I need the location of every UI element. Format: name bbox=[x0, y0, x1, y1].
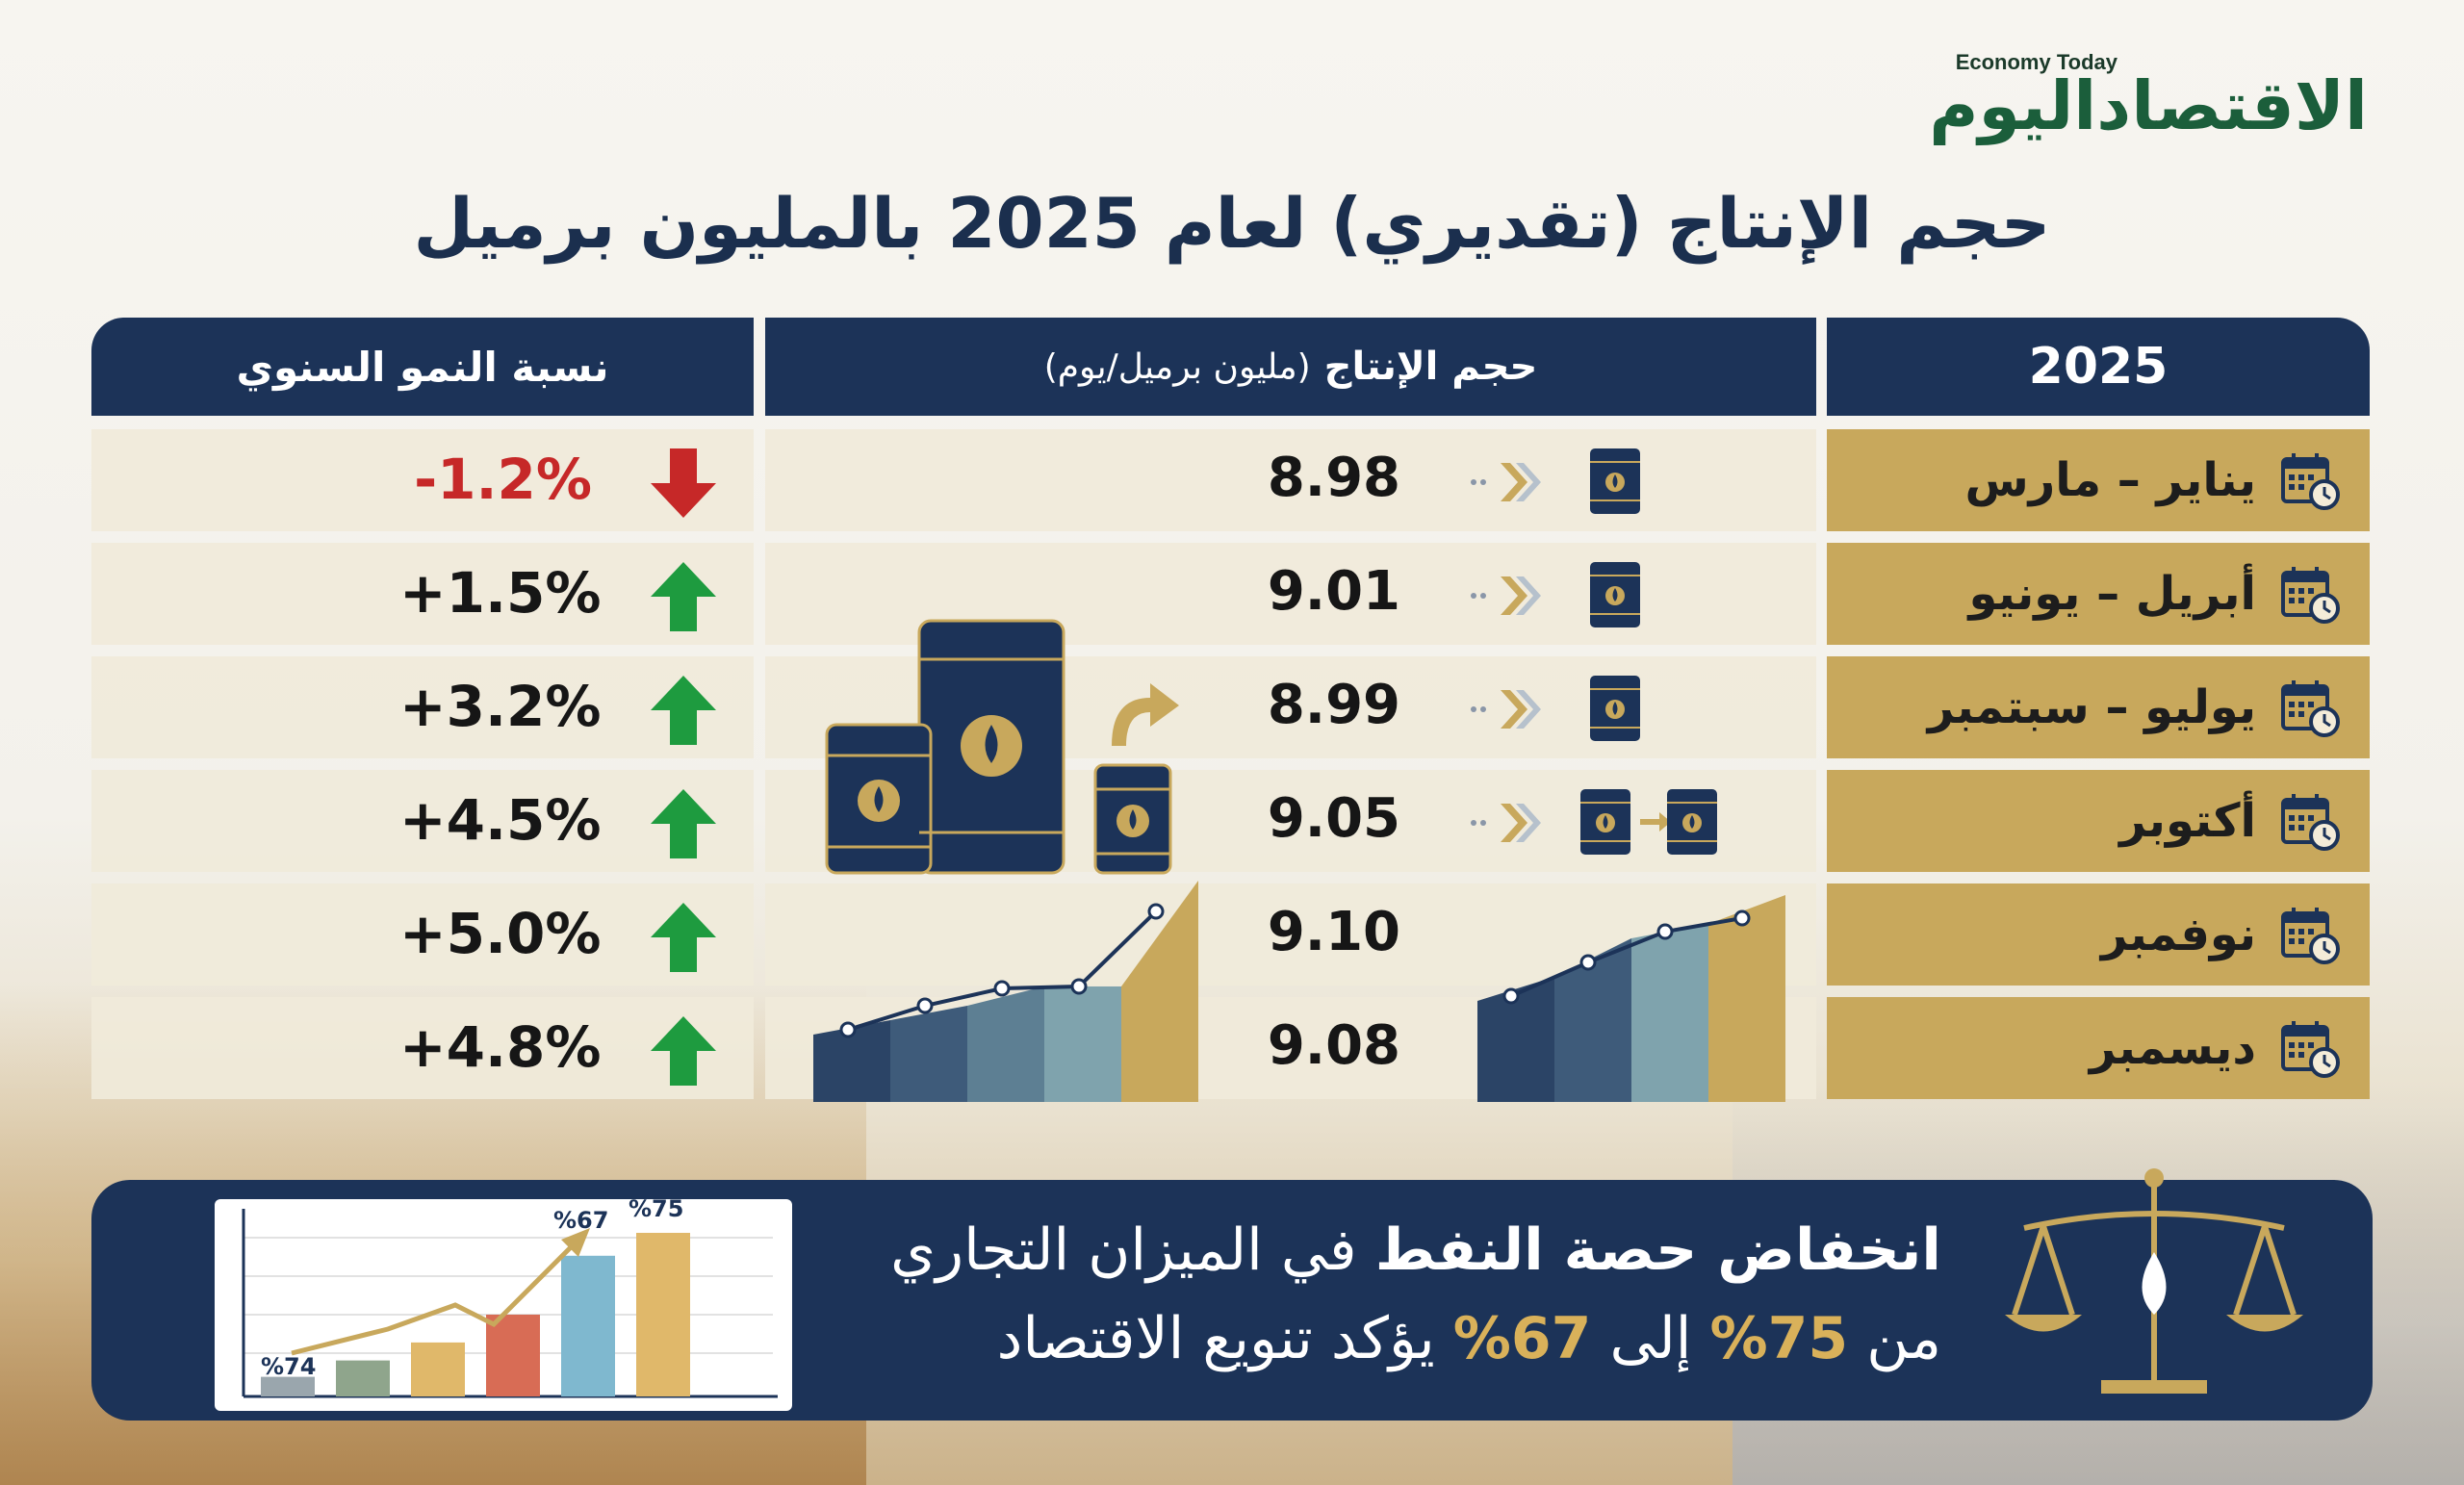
growth-cell: -1.2% bbox=[91, 429, 754, 531]
oil-barrel-icon bbox=[1590, 562, 1640, 627]
banner-line-2-to: إلى bbox=[1609, 1305, 1692, 1372]
growth-area-chart-icon bbox=[813, 881, 1198, 1102]
volume-value: 9.10 bbox=[1267, 901, 1400, 963]
calendar-clock-icon bbox=[2281, 908, 2340, 964]
mini-chart-bar bbox=[336, 1360, 390, 1396]
header-volume: حجم الإنتاج (مليون برميل/يوم) bbox=[765, 318, 1816, 416]
calendar-clock-icon bbox=[2281, 794, 2340, 851]
growth-value: -1.2% bbox=[414, 447, 592, 512]
volume-value: 8.98 bbox=[1267, 447, 1400, 509]
arrow-right-icon bbox=[1640, 812, 1671, 832]
mini-chart-bar bbox=[486, 1315, 540, 1396]
period-cell: نوفمبر bbox=[1827, 883, 2370, 986]
period-cell: يوليو – سبتمبر bbox=[1827, 656, 2370, 758]
logo-arabic: الاقتصاداليوم bbox=[1929, 66, 2370, 145]
header-volume-label: حجم الإنتاج bbox=[1323, 345, 1538, 389]
calendar-clock-icon bbox=[2281, 453, 2340, 510]
volume-value: 9.08 bbox=[1267, 1014, 1400, 1077]
chevron-right-icon bbox=[1471, 463, 1541, 501]
table-row: +1.5% 9.01 أبريل – يونيو bbox=[0, 543, 2464, 645]
period-cell: ديسمبر bbox=[1827, 997, 2370, 1099]
table-row: +4.8% 9.08 ديسمبر bbox=[0, 997, 2464, 1099]
growth-cell: +1.5% bbox=[91, 543, 754, 645]
mini-chart-bar bbox=[261, 1376, 315, 1396]
arrow-up-icon bbox=[651, 1016, 716, 1086]
page-title: حجم الإنتاج (تقديري) لعام 2025 بالمليون … bbox=[413, 183, 2051, 264]
chevron-right-icon bbox=[1471, 576, 1541, 615]
period-label: نوفمبر bbox=[2100, 908, 2256, 961]
arrow-down-icon bbox=[651, 448, 716, 518]
volume-area-chart-icon bbox=[1477, 895, 1785, 1102]
mini-bar-chart: %74 %67 %75 bbox=[215, 1199, 792, 1411]
period-label: يوليو – سبتمبر bbox=[1927, 680, 2256, 734]
oil-barrel-icon bbox=[1580, 789, 1630, 855]
logo-english: Economy Today bbox=[1955, 50, 2118, 74]
period-cell: أبريل – يونيو bbox=[1827, 543, 2370, 645]
oil-barrel-icon bbox=[1590, 448, 1640, 514]
period-cell: يناير – مارس bbox=[1827, 429, 2370, 531]
banner-line-2-from: من bbox=[1866, 1305, 1941, 1372]
brand-logo: Economy Today الاقتصاداليوم bbox=[1929, 50, 2370, 145]
header-growth: نسبة النمو السنوي bbox=[91, 318, 754, 416]
oil-barrel-icon bbox=[1590, 676, 1640, 741]
period-label: أكتوبر bbox=[2119, 794, 2256, 848]
mini-chart-arrowhead-icon bbox=[561, 1228, 590, 1257]
arrow-up-icon bbox=[651, 903, 716, 972]
banner-line-2: من 75% إلى 67% يؤكد تنويع الاقتصاد bbox=[997, 1305, 1941, 1372]
growth-value: +4.5% bbox=[399, 787, 602, 853]
volume-value: 9.01 bbox=[1267, 560, 1400, 623]
arrow-up-icon bbox=[651, 562, 716, 631]
mini-chart-bar bbox=[561, 1255, 615, 1396]
mini-chart-trend-arrow bbox=[291, 1241, 578, 1356]
arrow-up-icon bbox=[651, 789, 716, 858]
period-label: يناير – مارس bbox=[1964, 453, 2256, 507]
banner-line-1-bold: انخفاض حصة النفط bbox=[1374, 1216, 1941, 1284]
banner-value-from: 75% bbox=[1709, 1305, 1849, 1372]
calendar-clock-icon bbox=[2281, 1021, 2340, 1078]
mini-label-last: %75 bbox=[629, 1199, 683, 1222]
growth-cell: +5.0% bbox=[91, 883, 754, 986]
mini-chart-bar bbox=[636, 1233, 690, 1396]
mini-label-second-last: %67 bbox=[553, 1207, 608, 1234]
chevron-right-icon bbox=[1471, 690, 1541, 729]
growth-value: +1.5% bbox=[399, 560, 602, 626]
table-row: +5.0% 9.10 نوفمبر bbox=[0, 883, 2464, 986]
period-label: ديسمبر bbox=[2089, 1021, 2256, 1075]
calendar-clock-icon bbox=[2281, 680, 2340, 737]
mini-chart-bar bbox=[411, 1342, 465, 1396]
banner-line-1: انخفاض حصة النفط في الميزان التجاري bbox=[890, 1216, 1941, 1284]
growth-value: +5.0% bbox=[399, 901, 602, 966]
mini-label-first: %74 bbox=[261, 1353, 316, 1380]
volume-value: 9.05 bbox=[1267, 787, 1400, 850]
header-period-label: 2025 bbox=[2028, 338, 2169, 396]
period-label: أبريل – يونيو bbox=[1968, 567, 2256, 621]
oil-barrel-icon bbox=[1667, 789, 1717, 855]
growth-value: +4.8% bbox=[399, 1014, 602, 1080]
table-row: +3.2% 8.99 يوليو – سبتمبر bbox=[0, 656, 2464, 758]
calendar-clock-icon bbox=[2281, 567, 2340, 624]
table-row: +4.5% 9.05 أكتوبر bbox=[0, 770, 2464, 872]
chevron-right-icon bbox=[1471, 804, 1541, 842]
balance-scale-icon bbox=[2005, 1168, 2303, 1394]
banner-line-2-rest: يؤكد تنويع الاقتصاد bbox=[996, 1305, 1435, 1372]
growth-cell: +4.5% bbox=[91, 770, 754, 872]
growth-cell: +3.2% bbox=[91, 656, 754, 758]
period-cell: أكتوبر bbox=[1827, 770, 2370, 872]
banner-line-1-rest: في الميزان التجاري bbox=[890, 1216, 1357, 1284]
header-volume-unit: (مليون برميل/يوم) bbox=[1043, 346, 1311, 387]
arrow-up-icon bbox=[651, 676, 716, 745]
banner-value-to: 67% bbox=[1452, 1305, 1592, 1372]
table-row: -1.2% 8.98 يناير – مارس bbox=[0, 429, 2464, 531]
volume-cell bbox=[765, 429, 1816, 531]
growth-value: +3.2% bbox=[399, 674, 602, 739]
growth-cell: +4.8% bbox=[91, 997, 754, 1099]
header-growth-label: نسبة النمو السنوي bbox=[236, 343, 609, 391]
header-period: 2025 bbox=[1827, 318, 2370, 416]
summary-banner: %74 %67 %75 انخفاض حصة النفط في الميزان … bbox=[91, 1168, 2373, 1421]
barrel-cluster-icon bbox=[825, 619, 1179, 875]
volume-value: 8.99 bbox=[1267, 674, 1400, 736]
